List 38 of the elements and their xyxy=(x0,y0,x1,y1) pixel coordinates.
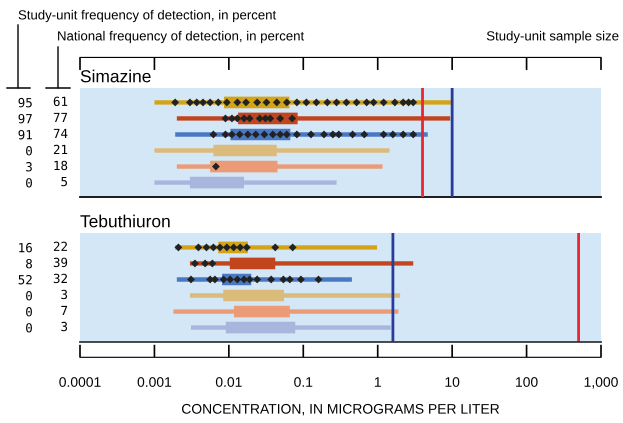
x-tick-label: 0.001 xyxy=(138,377,172,387)
y2-tick-label: 32 xyxy=(54,274,67,284)
y-tick-label: 0 xyxy=(26,307,32,317)
y2-tick-label: 61 xyxy=(54,96,68,106)
chart-title: Tebuthiuron xyxy=(80,214,170,228)
x-tick-label: 0.1 xyxy=(294,377,312,387)
y-tick-label: 8 xyxy=(26,258,32,268)
x-tick-label: 0.0001 xyxy=(59,377,101,387)
text: Study-unit sample size xyxy=(486,30,618,44)
y2-tick-label: 22 xyxy=(54,242,67,251)
y2-tick-label: 74 xyxy=(54,128,68,138)
x-tick-label: 1,000 xyxy=(584,377,618,389)
text: Study-unit frequency of detection, in percent xyxy=(18,10,276,22)
x-tick-label: 10 xyxy=(445,377,460,387)
x-tick-label: 1 xyxy=(374,377,381,387)
y-tick-label: 97 xyxy=(18,114,32,124)
y-tick-label: 91 xyxy=(18,130,32,140)
y-tick-label: 0 xyxy=(26,291,32,300)
y2-tick-label: 7 xyxy=(61,306,68,316)
y-tick-label: 0 xyxy=(26,146,32,156)
y2-tick-label: 3 xyxy=(61,322,68,332)
y2-tick-label: 39 xyxy=(54,258,68,268)
y-tick-label: 0 xyxy=(26,178,32,188)
chart-title: Simazine xyxy=(80,70,151,82)
y2-tick-label: 5 xyxy=(61,176,67,186)
y-tick-label: 16 xyxy=(19,242,32,252)
y2-tick-label: 18 xyxy=(54,160,68,170)
y2-tick-label: 21 xyxy=(54,144,68,154)
x-axis-title: CONCENTRATION, IN MICROGRAMS PER LITER xyxy=(182,404,500,416)
y-tick-label: 3 xyxy=(26,162,32,172)
x-tick-label: 100 xyxy=(516,377,538,387)
y-tick-label: 52 xyxy=(18,274,32,284)
y2-tick-label: 77 xyxy=(54,112,68,122)
text: National frequency of detection, in percent xyxy=(58,30,304,44)
y-tick-label: 0 xyxy=(26,323,32,333)
y-tick-label: 95 xyxy=(18,98,32,108)
y2-tick-label: 3 xyxy=(61,290,68,300)
x-tick-label: 0.01 xyxy=(216,377,242,387)
